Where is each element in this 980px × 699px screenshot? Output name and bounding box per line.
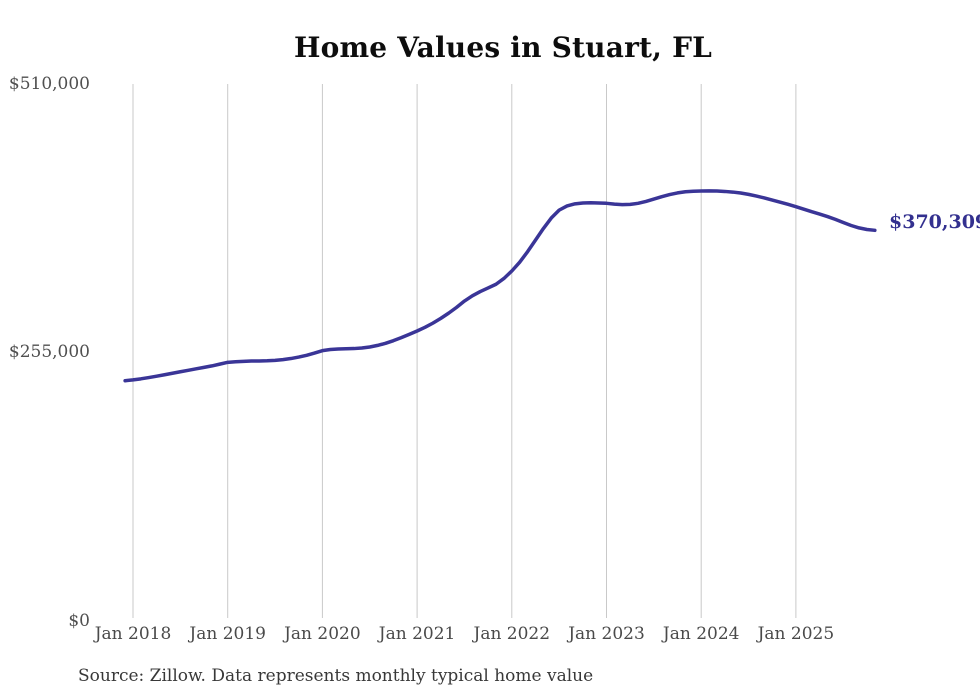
x-axis-label: Jan 2022 — [473, 624, 551, 644]
y-axis-label-255000: $255,000 — [8, 342, 90, 362]
y-axis-label-510000: $510,000 — [8, 74, 90, 94]
x-axis-label: Jan 2023 — [568, 624, 645, 644]
y-axis-label-0: $0 — [68, 611, 90, 631]
x-axis-label: Jan 2021 — [378, 624, 456, 644]
chart-title: Home Values in Stuart, FL — [293, 31, 713, 64]
x-axis-label: Jan 2018 — [94, 624, 172, 644]
current-value-label: $370,309 — [889, 211, 980, 233]
x-axis-label: Jan 2019 — [189, 624, 266, 644]
x-axis-label: Jan 2025 — [757, 624, 835, 644]
source-note: Source: Zillow. Data represents monthly … — [78, 666, 594, 686]
home-value-line — [123, 189, 877, 383]
x-axis-label: Jan 2024 — [662, 624, 740, 644]
x-axis-label: Jan 2020 — [284, 624, 361, 644]
